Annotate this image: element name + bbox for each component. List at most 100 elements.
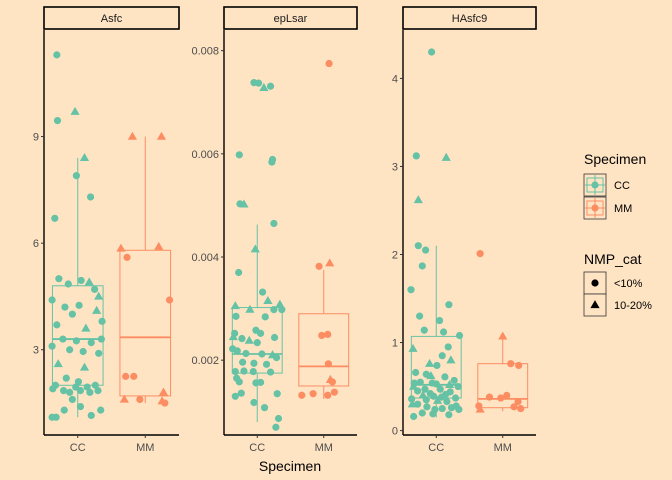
legend-label: <10% bbox=[614, 278, 643, 290]
data-point bbox=[514, 397, 522, 406]
data-point bbox=[439, 328, 448, 336]
data-point bbox=[66, 346, 74, 354]
data-point bbox=[455, 331, 464, 340]
data-point bbox=[91, 285, 99, 293]
data-point bbox=[245, 304, 255, 313]
data-point bbox=[228, 332, 238, 341]
data-point bbox=[77, 276, 85, 285]
data-point bbox=[517, 404, 525, 413]
x-tick-label: MM bbox=[136, 442, 154, 454]
data-point bbox=[515, 361, 523, 370]
box-iqr bbox=[477, 363, 529, 409]
legend-key-CC: CC bbox=[583, 173, 630, 197]
facet-strip-label: HAsfc9 bbox=[452, 13, 487, 25]
y-tick-label: 0 bbox=[392, 426, 398, 438]
data-point bbox=[165, 296, 174, 304]
data-point bbox=[84, 277, 94, 286]
data-point bbox=[75, 301, 83, 309]
legend-key-point bbox=[591, 181, 599, 189]
data-point bbox=[123, 253, 131, 261]
data-point bbox=[122, 372, 130, 380]
x-tick-label: CC bbox=[428, 442, 444, 454]
data-point bbox=[53, 321, 61, 329]
y-tick-label: 3 bbox=[33, 345, 39, 357]
data-point bbox=[79, 347, 87, 356]
x-tick-label: MM bbox=[494, 442, 512, 454]
data-point bbox=[325, 258, 335, 267]
points-CC bbox=[228, 79, 286, 431]
y-tick-label: 3 bbox=[392, 161, 398, 173]
data-point bbox=[414, 400, 422, 408]
data-point bbox=[83, 383, 91, 391]
data-point bbox=[420, 326, 428, 334]
data-point bbox=[424, 358, 435, 367]
legend-shape-key: 10-20% bbox=[583, 293, 652, 317]
data-point bbox=[266, 82, 275, 90]
data-point bbox=[242, 349, 250, 358]
data-point bbox=[324, 360, 333, 368]
data-point bbox=[432, 380, 440, 388]
points-MM bbox=[116, 131, 174, 407]
data-point bbox=[256, 329, 265, 337]
data-point bbox=[232, 312, 240, 320]
data-point bbox=[426, 371, 436, 380]
y-tick-label: 2 bbox=[392, 250, 398, 262]
legend-label: CC bbox=[614, 180, 630, 192]
data-point bbox=[156, 131, 167, 140]
data-point bbox=[422, 246, 430, 254]
legend-shape-glyph bbox=[591, 279, 599, 287]
data-point bbox=[450, 376, 458, 385]
data-point bbox=[298, 391, 306, 399]
data-point bbox=[278, 306, 286, 314]
data-point bbox=[435, 316, 444, 325]
data-point bbox=[86, 193, 95, 201]
facet-panels: Asfc 3 6 9 CC MM epLsar 0.002 0.004 0.006 0.008 CC M… bbox=[33, 6, 537, 454]
legend-specimen-title: Specimen bbox=[584, 151, 646, 167]
data-point bbox=[235, 151, 243, 159]
data-point bbox=[53, 51, 61, 59]
data-point bbox=[70, 106, 80, 115]
data-point bbox=[240, 367, 248, 375]
data-point bbox=[427, 48, 436, 56]
data-point bbox=[81, 323, 91, 332]
data-point bbox=[412, 368, 420, 377]
data-point bbox=[53, 359, 63, 368]
data-point bbox=[127, 131, 138, 140]
box-iqr bbox=[231, 307, 283, 374]
data-point bbox=[256, 378, 265, 386]
data-point bbox=[444, 343, 452, 351]
y-tick-label: 0.002 bbox=[191, 355, 219, 367]
panel-HAsfc9: HAsfc9 0 1 2 3 4 CC MM bbox=[392, 6, 537, 454]
data-point bbox=[485, 393, 494, 401]
data-point bbox=[259, 82, 269, 91]
data-point bbox=[433, 361, 441, 370]
data-point bbox=[266, 368, 275, 376]
data-point bbox=[273, 390, 281, 398]
data-point bbox=[87, 411, 95, 420]
data-point bbox=[72, 172, 80, 180]
data-point bbox=[61, 303, 69, 311]
data-point bbox=[52, 413, 60, 421]
data-point bbox=[503, 391, 511, 399]
data-point bbox=[72, 337, 80, 345]
data-point bbox=[451, 394, 460, 402]
data-point bbox=[444, 379, 455, 388]
data-point bbox=[270, 219, 278, 228]
data-point bbox=[250, 398, 258, 407]
data-point bbox=[49, 385, 57, 393]
data-point bbox=[158, 387, 169, 396]
data-point bbox=[507, 360, 515, 368]
data-point bbox=[418, 262, 426, 270]
x-tick-label: CC bbox=[249, 442, 265, 454]
data-point bbox=[237, 389, 245, 397]
data-point bbox=[68, 395, 76, 404]
data-point bbox=[48, 342, 56, 350]
data-point bbox=[272, 423, 280, 431]
data-point bbox=[98, 317, 106, 325]
points-MM bbox=[475, 250, 525, 413]
data-point bbox=[95, 349, 103, 357]
x-axis-title: Specimen bbox=[259, 458, 321, 474]
data-point bbox=[498, 331, 508, 340]
